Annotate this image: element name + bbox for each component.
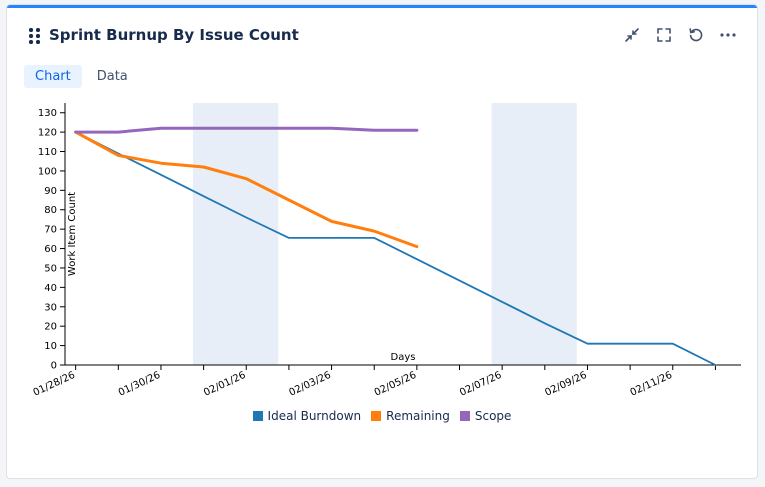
tab-chart[interactable]: Chart [24,65,82,88]
more-icon [720,33,736,37]
refresh-icon [689,28,703,42]
remaining-line [74,130,419,249]
gadget-actions [619,22,741,48]
y-tick-label: 130 [38,108,57,119]
refresh-button[interactable] [683,22,709,48]
x-tick-label: 02/03/26 [287,370,332,399]
x-tick-label: 02/07/26 [458,370,503,399]
y-tick-label: 0 [51,361,57,372]
gadget-title: Sprint Burnup By Issue Count [49,26,299,44]
x-tick-label: 02/11/26 [629,370,674,399]
legend-item-scope[interactable]: Scope [459,409,512,423]
legend-swatch-remaining [371,411,382,421]
weekend-band [491,103,577,365]
y-axis-label: Work Item Count [67,192,78,276]
y-tick-label: 20 [44,322,57,333]
x-tick-label: 02/01/26 [202,370,247,399]
y-tick-label: 10 [44,341,57,352]
legend-label-remaining: Remaining [386,409,450,423]
collapse-icon [625,28,639,42]
x-tick-label: 01/28/26 [32,370,77,399]
y-tick-label: 50 [44,263,57,274]
legend-item-remaining[interactable]: Remaining [371,409,450,423]
legend-swatch-ideal [252,411,263,421]
gadget-accent-bar [7,5,757,8]
fullscreen-button[interactable] [651,22,677,48]
burnup-chart: 0 10 20 30 40 50 60 70 80 90 100 110 120 130 01/28/26 0… [32,103,741,399]
y-tick-label: 120 [38,128,57,139]
y-tick-label: 90 [44,186,57,197]
view-tabs: Chart Data [24,65,139,88]
legend-label-scope: Scope [474,409,512,423]
scope-line [74,126,419,134]
y-tick-label: 40 [44,283,57,294]
y-tick-label: 30 [44,302,57,313]
legend-item-ideal[interactable]: Ideal Burndown [252,409,362,423]
more-button[interactable] [715,22,741,48]
y-tick-label: 60 [44,244,57,255]
y-tick-label: 70 [44,225,57,236]
dashboard-gadget: Sprint Burnup By Issue Count [6,4,758,479]
legend-label-ideal: Ideal Burndown [267,409,362,423]
x-tick-label: 02/05/26 [373,370,418,399]
ideal-burndown-line [74,131,717,366]
chart-legend: Ideal Burndown Remaining Scope [7,409,757,423]
legend-swatch-scope [459,411,470,421]
collapse-button[interactable] [619,22,645,48]
drag-handle-icon[interactable] [29,28,41,44]
fullscreen-icon [657,28,671,42]
x-tick-label: 02/09/26 [543,370,588,399]
y-tick-label: 110 [38,147,57,158]
y-tick-label: 80 [44,205,57,216]
weekend-band [192,103,279,365]
y-tick-label: 100 [38,166,57,177]
x-tick-label: 01/30/26 [117,370,162,399]
x-axis-label: Days [391,352,416,363]
gadget-header: Sprint Burnup By Issue Count [7,19,757,51]
tab-data[interactable]: Data [96,69,128,84]
